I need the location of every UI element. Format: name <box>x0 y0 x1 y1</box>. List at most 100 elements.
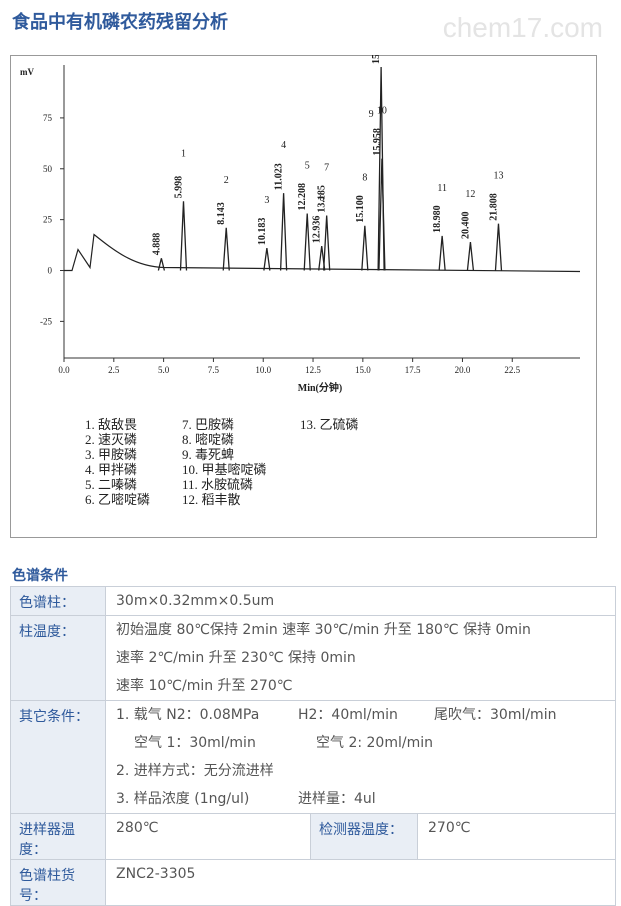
peak-rt-label: 20.400 <box>460 212 471 240</box>
x-tick-label: 17.5 <box>405 365 421 375</box>
table-row: 色谱柱： 30m×0.32mm×0.5um <box>10 586 616 616</box>
peak-number: 12 <box>465 189 475 200</box>
peak <box>222 227 230 271</box>
peak-rt-label: 15.958 <box>372 128 383 156</box>
row-value: 初始温度 80℃保持 2min 速率 30℃/min 升至 180℃ 保持 0m… <box>105 615 616 701</box>
peak-number: 7 <box>324 163 329 174</box>
legend-item: 5. 二嗪磷 <box>85 477 137 492</box>
row-value: ZNC2-3305 <box>105 859 616 906</box>
x-tick-label: 22.5 <box>504 365 520 375</box>
title: 食品中有机磷农药残留分析 <box>12 12 228 33</box>
value-line: 3. 样品浓度 (1ng/ul) 进样量：4ul <box>116 785 607 813</box>
value-line: ZNC2-3305 <box>116 860 607 888</box>
peak-number: 10 <box>377 106 387 117</box>
peak-rt-label: 12.208 <box>297 183 308 211</box>
watermark: chem17.com <box>442 12 603 43</box>
value-text: 2. 进样方式：无分流进样 <box>116 763 274 779</box>
legend-item: 7. 巴胺磷 <box>182 417 234 432</box>
row-value: 280℃ <box>105 813 311 860</box>
peak-number: 3 <box>264 195 269 206</box>
peak-rt-label: 11.023 <box>274 163 285 190</box>
peak-number: 4 <box>281 140 286 151</box>
peak-rt-label: 10.183 <box>257 218 268 245</box>
legend-item: 9. 毒死蜱 <box>182 447 234 462</box>
peak <box>263 248 271 271</box>
value-line: 速率 2℃/min 升至 230℃ 保持 0min <box>116 644 607 672</box>
row-label: 其它条件： <box>10 700 106 814</box>
row-label: 色谱柱货号： <box>10 859 106 906</box>
peak-number: 8 <box>362 173 367 184</box>
value-text: 速率 2℃/min 升至 230℃ 保持 0min <box>116 650 356 666</box>
peak-rt-label: 21.808 <box>488 193 499 220</box>
peak-number: 1 <box>181 148 186 159</box>
value-line: 速率 10℃/min 升至 270℃ <box>116 672 607 700</box>
value-text: 空气 2: 20ml/min <box>316 735 433 751</box>
value-line: 30m×0.32mm×0.5um <box>116 587 607 615</box>
x-tick-label: 20.0 <box>455 365 471 375</box>
y-tick-label: 25 <box>43 215 53 225</box>
table-row: 其它条件： 1. 载气 N2：0.08MPa H2：40ml/min 尾吹气：30ml… <box>10 700 616 814</box>
value-line: 2. 进样方式：无分流进样 <box>116 757 607 785</box>
peak-number: 2 <box>224 175 229 186</box>
peak-rt-label: 8.143 <box>216 202 227 225</box>
peak <box>179 201 188 271</box>
legend-item: 13. 乙硫磷 <box>300 417 359 432</box>
table-row: 进样器温度： 280℃ 检测器温度： 270℃ <box>10 813 616 860</box>
page: 食品中有机磷农药残留分析 chem17.com mV Min(分钟) 75 50 25 0… <box>10 12 616 906</box>
value-line: 初始温度 80℃保持 2min 速率 30℃/min 升至 180℃ 保持 0m… <box>116 616 607 644</box>
conditions-table: 色谱柱： 30m×0.32mm×0.5um 柱温度： 初始温度 80℃保持 2min … <box>10 586 616 906</box>
x-tick-label: 15.0 <box>355 365 371 375</box>
peak <box>361 225 369 271</box>
peak-rt-label: 12.936 <box>312 216 323 244</box>
baseline <box>64 233 581 273</box>
value-line: 280℃ <box>116 814 302 842</box>
value-text: 尾吹气：30ml/min <box>434 707 557 723</box>
value-text: 空气 1：30ml/min <box>134 735 256 751</box>
value-line: 1. 载气 N2：0.08MPa H2：40ml/min 尾吹气：30ml/min <box>116 701 607 729</box>
x-axis-label: Min(分钟) <box>298 381 342 394</box>
peak <box>157 258 166 271</box>
peak-rt-label: 13.185 <box>317 185 328 213</box>
value-text: 1. 载气 N2：0.08MPa <box>116 707 260 723</box>
x-tick-label: 5.0 <box>158 365 170 375</box>
peak <box>438 235 446 271</box>
y-tick-label: -25 <box>40 316 52 326</box>
y-tick-label: 0 <box>48 266 53 276</box>
row-label: 柱温度： <box>10 615 106 701</box>
peak-rt-label: 5.998 <box>173 176 184 199</box>
x-tick-label: 7.5 <box>208 365 220 375</box>
peak-rt-label: 4.888 <box>151 233 162 256</box>
value-text: 30m×0.32mm×0.5um <box>116 593 275 609</box>
frame <box>10 55 597 538</box>
peak <box>494 223 503 271</box>
row-value: 1. 载气 N2：0.08MPa H2：40ml/min 尾吹气：30ml/min 空… <box>105 700 616 814</box>
section-title: 色谱条件 <box>12 568 68 584</box>
peak-number: 6 <box>319 193 324 204</box>
peak-number: 5 <box>305 161 310 172</box>
table-row: 柱温度： 初始温度 80℃保持 2min 速率 30℃/min 升至 180℃ 保… <box>10 615 616 701</box>
peak-rt-label: 18.980 <box>432 205 443 233</box>
peak-rt-label: 15.917 <box>371 55 382 64</box>
legend-item: 1. 敌敌畏 <box>85 417 137 432</box>
y-tick-label: 50 <box>43 164 53 174</box>
value-text: 280℃ <box>116 820 159 836</box>
x-tick-label: 2.5 <box>108 365 120 375</box>
value-text: ZNC2-3305 <box>116 866 196 882</box>
row-value: 30m×0.32mm×0.5um <box>105 586 616 616</box>
value-text: 进样量：4ul <box>298 791 376 807</box>
peak <box>323 215 331 271</box>
row-label: 进样器温度： <box>10 813 106 860</box>
value-text: 速率 10℃/min 升至 270℃ <box>116 678 293 694</box>
row-label: 检测器温度： <box>310 813 418 860</box>
peak-number: 11 <box>437 183 447 194</box>
legend-item: 10. 甲基嘧啶磷 <box>182 462 267 477</box>
value-line: 270℃ <box>428 820 471 836</box>
x-tick-label: 0.0 <box>58 365 70 375</box>
legend-item: 4. 甲拌磷 <box>85 462 137 477</box>
y-tick-label: 75 <box>43 113 53 123</box>
table-row: 色谱柱货号： ZNC2-3305 <box>10 859 616 906</box>
peak-rt-label: 15.100 <box>355 195 366 223</box>
peak <box>378 158 386 271</box>
peak-number: 13 <box>493 171 503 182</box>
